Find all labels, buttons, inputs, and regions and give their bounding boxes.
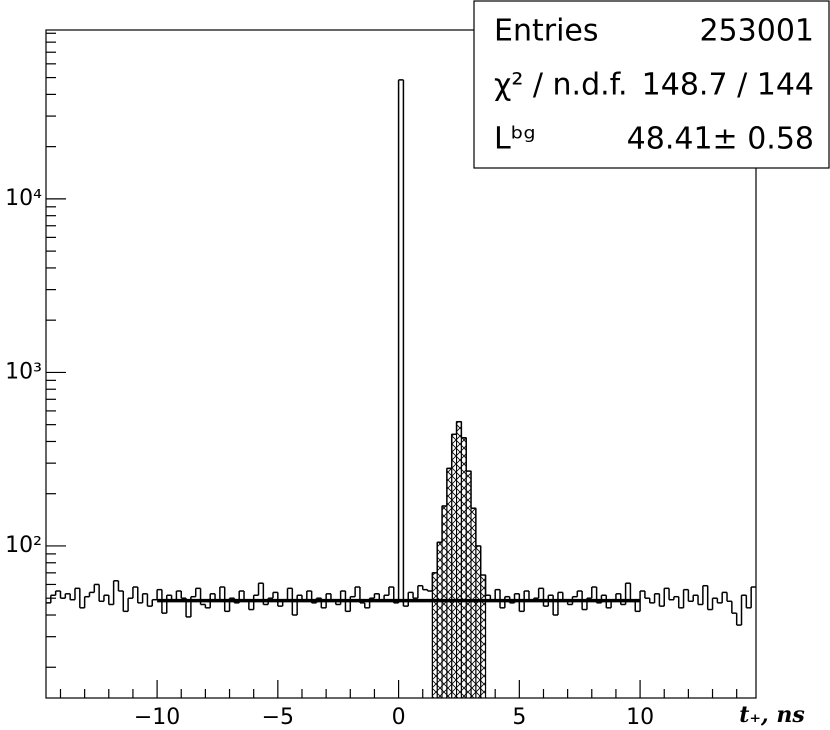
signal-fill [460,437,467,699]
stats-label: Entries [494,14,599,49]
x-tick-label: 5 [512,705,526,730]
y-tick-label: 10⁴ [5,186,42,211]
x-tick-label: 10 [626,705,654,730]
x-axis-label: t₊, ns [739,702,804,728]
x-tick-label: −10 [134,705,180,730]
y-tick-label: 10³ [5,359,42,384]
stats-label: χ² / n.d.f. [494,68,628,103]
signal-fill [431,572,438,699]
x-tick-label: 0 [392,705,406,730]
stats-value: 253001 [699,14,814,49]
x-tick-label: −5 [262,705,294,730]
stats-value: 48.41± 0.58 [627,122,814,157]
signal-fill [451,433,458,699]
signal-fill [456,421,462,699]
stats-label: Lᵇᵍ [494,122,536,157]
plot-frame [45,29,757,699]
stats-value: 148.7 / 144 [642,68,814,103]
y-tick-label: 10² [5,533,42,558]
stats-box [473,0,830,169]
